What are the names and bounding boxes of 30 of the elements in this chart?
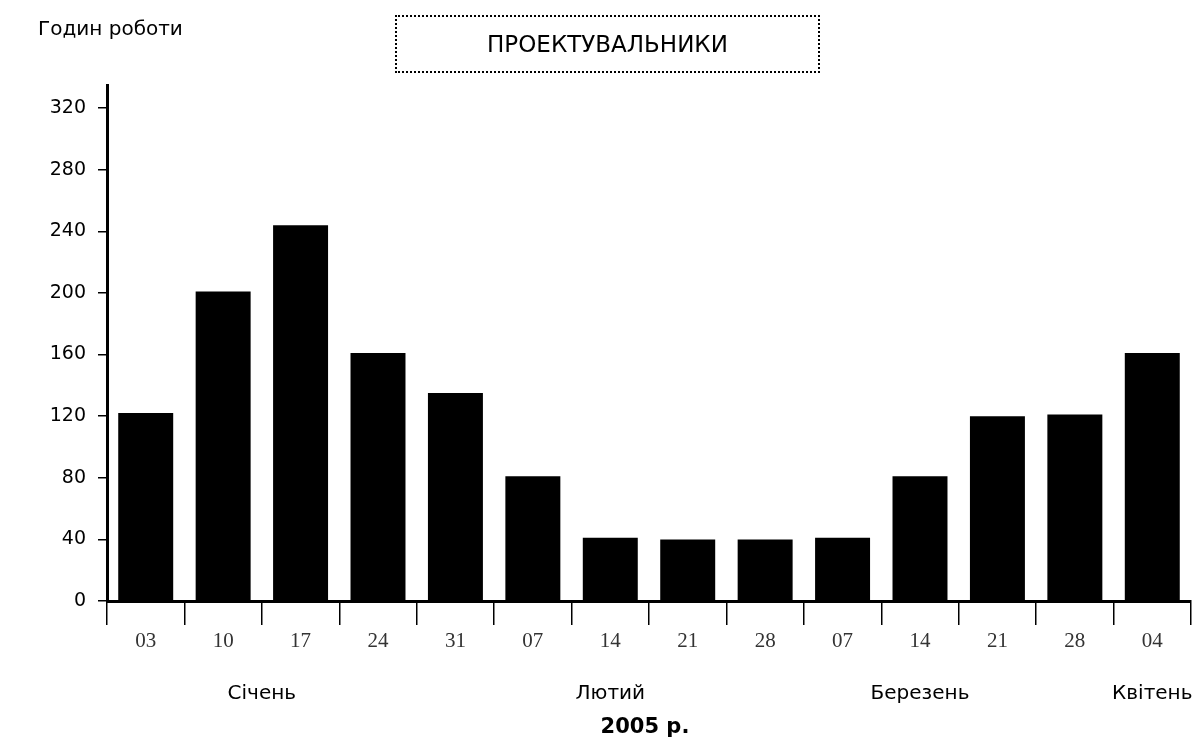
x-tick-label: 07 (832, 628, 854, 653)
y-tick-label: 240 (49, 218, 86, 241)
text: Березень (870, 680, 970, 704)
x-tick-label: 31 (444, 628, 466, 653)
x-tick-label: 28 (1064, 628, 1086, 653)
y-tick-label: 40 (61, 526, 86, 549)
x-tick-label: 17 (290, 628, 312, 653)
x-tick-label: 14 (599, 628, 622, 653)
y-tick-label: 80 (61, 464, 86, 487)
x-tick-label: 04 (1141, 628, 1164, 653)
x-tick-label: 14 (909, 628, 931, 653)
y-tick-label: 160 (49, 341, 86, 364)
x-tick-label: 28 (754, 628, 776, 653)
text: Лютий (575, 680, 646, 704)
x-tick-label: 10 (212, 628, 234, 653)
text: Квітень (1112, 680, 1193, 704)
x-tick-label: 24 (367, 628, 389, 653)
x-tick-label: 21 (677, 628, 699, 653)
y-tick-label: 320 (49, 95, 86, 118)
x-tick-label: 07 (522, 628, 544, 653)
y-tick-label: 120 (49, 403, 86, 426)
chart-title: ПРОЕКТУВАЛЬНИКИ (395, 15, 820, 73)
y-tick-label: 200 (49, 279, 86, 302)
x-axis-title: 2005 р. (600, 714, 690, 738)
x-tick-label: 03 (135, 628, 157, 653)
y-tick-label: 0 (73, 587, 86, 610)
y-axis-title: Годин роботи (38, 16, 183, 40)
y-tick-label: 280 (49, 156, 86, 179)
text: Січень (227, 680, 297, 704)
x-tick-label: 21 (986, 628, 1008, 653)
